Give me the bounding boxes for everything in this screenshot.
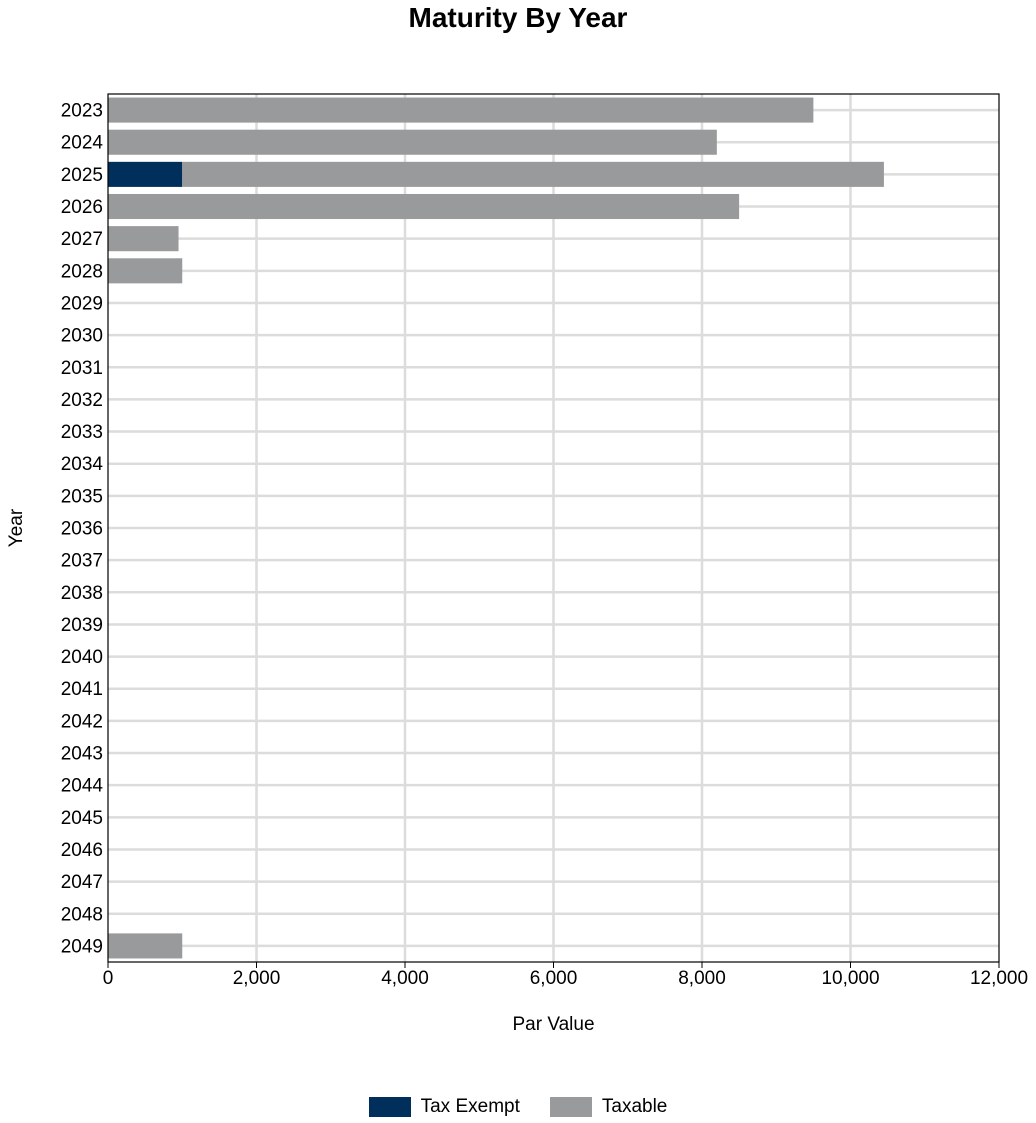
x-tick-label: 10,000 xyxy=(821,968,879,989)
y-tick-label: 2041 xyxy=(61,679,103,700)
y-tick-label: 2031 xyxy=(61,358,103,379)
x-tick-label: 12,000 xyxy=(970,968,1028,989)
bar-taxable-2028 xyxy=(108,258,183,284)
y-tick-label: 2025 xyxy=(61,165,103,186)
legend-item: Tax Exempt xyxy=(368,1096,520,1118)
y-tick-label: 2039 xyxy=(61,615,103,636)
y-tick-label: 2033 xyxy=(61,422,103,443)
y-tick-label: 2040 xyxy=(61,647,103,668)
y-tick-label: 2023 xyxy=(61,101,103,122)
bar-taxable-2027 xyxy=(108,226,179,252)
y-tick-label: 2045 xyxy=(61,808,103,829)
y-tick-label: 2024 xyxy=(61,133,104,154)
y-tick-label: 2032 xyxy=(61,390,103,411)
y-tick-label: 2035 xyxy=(61,486,103,507)
legend: Tax Exempt Taxable xyxy=(0,1096,1036,1118)
bar-taxable-2024 xyxy=(108,129,717,155)
legend-label: Tax Exempt xyxy=(420,1096,520,1117)
bar-taxable-2026 xyxy=(108,193,740,220)
y-tick-label: 2038 xyxy=(61,583,103,604)
y-axis-label: Year xyxy=(6,508,27,548)
y-tick-label: 2048 xyxy=(61,904,103,925)
y-tick-label: 2034 xyxy=(61,454,104,475)
legend-swatch xyxy=(549,1097,592,1117)
x-tick-label: 4,000 xyxy=(381,968,429,989)
bar-taxable-2023 xyxy=(108,97,814,123)
chart-title: Maturity By Year xyxy=(408,2,628,33)
y-tick-label: 2047 xyxy=(61,872,103,893)
y-tick-label: 2029 xyxy=(61,293,103,314)
y-tick-label: 2027 xyxy=(61,229,103,250)
y-tick-label: 2026 xyxy=(61,197,103,218)
y-tick-label: 2030 xyxy=(61,326,103,347)
legend-label: Taxable xyxy=(601,1096,668,1117)
x-tick-label: 6,000 xyxy=(530,968,578,989)
y-tick-label: 2046 xyxy=(61,840,103,861)
x-tick-label: 8,000 xyxy=(678,968,726,989)
legend-item: Taxable xyxy=(549,1096,668,1118)
y-tick-label: 2043 xyxy=(61,744,103,765)
bar-taxable-2025 xyxy=(182,161,884,187)
x-tick-label: 2,000 xyxy=(233,968,281,989)
y-tick-label: 2042 xyxy=(61,711,103,732)
bar-tax-exempt-2025 xyxy=(108,161,183,187)
x-tick-label: 0 xyxy=(103,968,114,989)
y-tick-label: 2044 xyxy=(61,776,104,797)
y-tick-label: 2028 xyxy=(61,261,103,282)
y-tick-label: 2036 xyxy=(61,519,103,540)
x-axis-label: Par Value xyxy=(512,1014,595,1035)
y-tick-label: 2037 xyxy=(61,551,103,572)
legend-swatch xyxy=(368,1097,411,1117)
y-tick-label: 2049 xyxy=(61,936,103,957)
bar-taxable-2049 xyxy=(108,933,183,959)
